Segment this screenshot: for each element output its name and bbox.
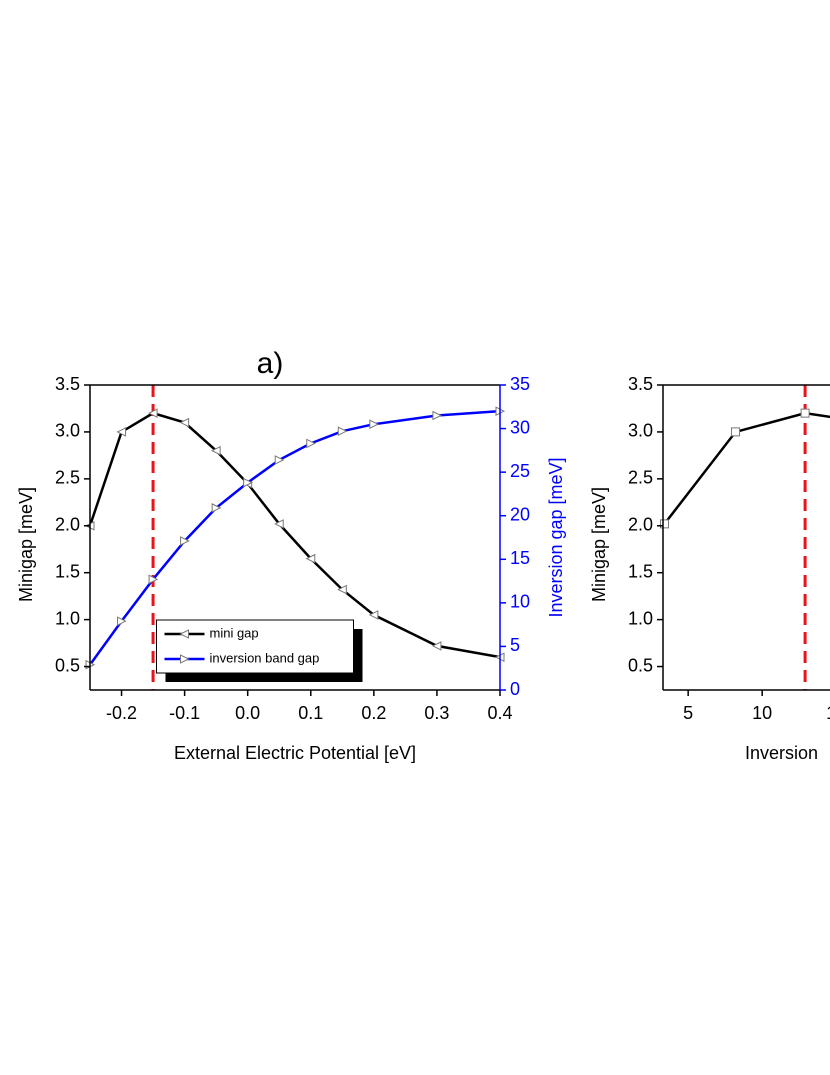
x-axis-label: External Electric Potential [eV] <box>174 743 416 763</box>
marker <box>306 438 316 449</box>
x-tick-label: 15 <box>826 703 830 723</box>
x-axis-label: Inversion <box>745 743 818 763</box>
marker <box>432 410 443 421</box>
y-tick-label: 1.5 <box>55 561 80 581</box>
x-tick-label: 10 <box>752 703 772 723</box>
x-tick-label: 0.0 <box>235 703 260 723</box>
y-axis-label: Minigap [meV] <box>589 487 609 602</box>
y-tick-label: 3.0 <box>628 421 653 441</box>
y-tick-label: 2.0 <box>55 515 80 535</box>
marker <box>800 408 810 418</box>
x-tick-label: 0.1 <box>298 703 323 723</box>
y2-tick-label: 15 <box>510 548 530 568</box>
y-tick-label: 1.5 <box>628 561 653 581</box>
marker <box>337 426 348 436</box>
y-tick-label: 2.5 <box>628 468 653 488</box>
marker <box>179 629 189 639</box>
marker <box>305 553 316 564</box>
x-tick-label: -0.1 <box>169 703 200 723</box>
marker <box>116 427 127 437</box>
marker <box>274 519 284 529</box>
x-tick-label: 0.2 <box>361 703 386 723</box>
y2-axis-label: Inversion gap [meV] <box>546 457 566 617</box>
y-tick-label: 3.5 <box>628 374 653 394</box>
marker <box>147 408 158 418</box>
y-axis-label: Minigap [meV] <box>16 487 36 602</box>
y-tick-label: 0.5 <box>55 655 80 675</box>
x-tick-label: 5 <box>683 703 693 723</box>
marker <box>337 584 347 595</box>
chart-title: a) <box>257 347 284 380</box>
legend-box <box>156 619 354 674</box>
y-tick-label: 2.0 <box>628 515 653 535</box>
marker <box>431 641 442 651</box>
marker <box>148 574 159 585</box>
marker <box>211 503 222 513</box>
series-line <box>88 411 501 659</box>
y2-tick-label: 5 <box>510 635 520 655</box>
marker <box>180 654 190 664</box>
y-tick-label: 2.5 <box>55 468 80 488</box>
y2-tick-label: 10 <box>510 592 530 612</box>
y2-tick-label: 35 <box>510 374 530 394</box>
series-line <box>663 411 830 525</box>
y-tick-label: 3.0 <box>55 421 80 441</box>
y-tick-label: 1.0 <box>628 608 653 628</box>
marker <box>274 455 285 465</box>
legend-label: inversion band gap <box>210 650 320 665</box>
y2-tick-label: 0 <box>510 679 520 699</box>
marker <box>368 610 379 620</box>
marker <box>369 419 379 430</box>
marker <box>243 477 253 488</box>
series-line <box>88 409 501 666</box>
y-tick-label: 0.5 <box>628 655 653 675</box>
marker <box>731 427 741 437</box>
legend-label: mini gap <box>210 625 259 640</box>
y-tick-label: 1.0 <box>55 608 80 628</box>
y-tick-label: 3.5 <box>55 374 80 394</box>
x-tick-label: 0.4 <box>487 703 512 723</box>
x-tick-label: -0.2 <box>106 703 137 723</box>
marker <box>179 417 190 428</box>
marker <box>117 616 127 626</box>
y2-tick-label: 30 <box>510 417 530 437</box>
x-tick-label: 0.3 <box>424 703 449 723</box>
marker <box>180 536 190 546</box>
marker <box>659 519 669 529</box>
y2-tick-label: 20 <box>510 504 530 524</box>
y2-tick-label: 25 <box>510 461 530 481</box>
marker <box>211 445 221 456</box>
